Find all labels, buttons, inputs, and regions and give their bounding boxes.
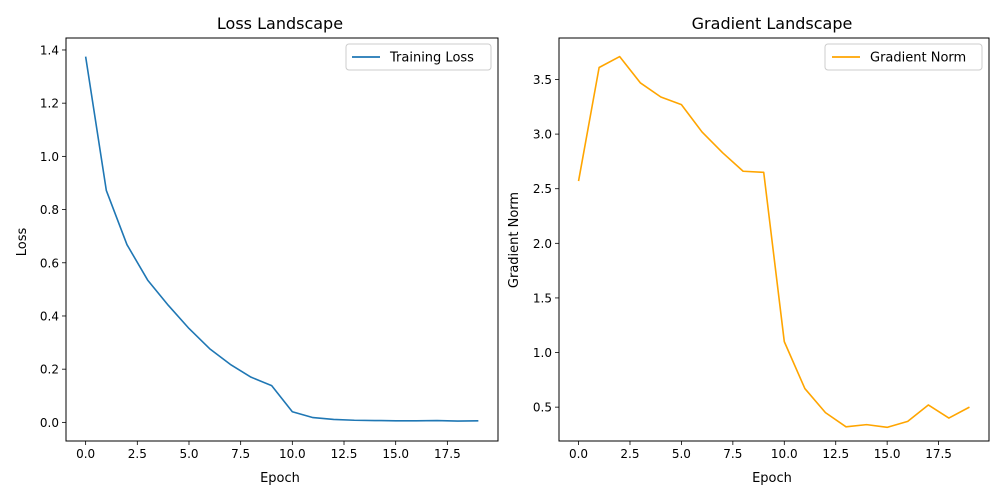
loss-y-tick-label: 0.0 bbox=[40, 416, 59, 430]
gradient-legend: Gradient Norm bbox=[824, 43, 983, 71]
loss-y-tick-label: 0.8 bbox=[40, 203, 59, 217]
loss-x-axis-label: Epoch bbox=[260, 471, 300, 486]
gradient-y-tick-label: 1.0 bbox=[533, 346, 552, 360]
loss-ticks: 0.0 2.5 5.0 7.5 10.0 12.5 15.0 17.5 0.0 0.2 0.4 0.6… bbox=[40, 43, 461, 461]
gradient-y-tick-label: 3.5 bbox=[533, 73, 552, 87]
loss-x-tick-label: 10.0 bbox=[279, 447, 306, 461]
loss-x-tick-label: 2.5 bbox=[128, 447, 147, 461]
gradient-y-tick-label: 1.5 bbox=[533, 291, 552, 305]
gradient-x-tick-label: 0.0 bbox=[569, 447, 588, 461]
loss-y-tick-label: 0.4 bbox=[40, 309, 59, 323]
gradient-series-line bbox=[577, 55, 970, 429]
loss-y-tick-label: 1.2 bbox=[40, 97, 59, 111]
gradient-ticks: 0.0 2.5 5.0 7.5 10.0 12.5 15.0 17.5 0.5 1.0 1.5 2.0… bbox=[533, 73, 952, 461]
loss-x-tick-label: 7.5 bbox=[231, 447, 250, 461]
loss-series-line bbox=[84, 56, 479, 422]
gradient-y-tick-label: 2.5 bbox=[533, 182, 552, 196]
gradient-x-tick-label: 12.5 bbox=[822, 447, 849, 461]
loss-legend-box bbox=[345, 43, 492, 71]
gradient-y-axis-label: Gradient Norm bbox=[507, 192, 522, 288]
loss-x-tick-label: 15.0 bbox=[382, 447, 409, 461]
gradient-chart-title: Gradient Landscape bbox=[692, 14, 853, 33]
loss-y-tick-label: 0.6 bbox=[40, 256, 59, 270]
loss-x-tick-label: 5.0 bbox=[179, 447, 198, 461]
loss-chart-title: Loss Landscape bbox=[217, 14, 343, 33]
gradient-x-axis-label: Epoch bbox=[752, 471, 792, 486]
gradient-legend-box bbox=[824, 43, 983, 71]
gradient-x-tick-label: 10.0 bbox=[771, 447, 798, 461]
gradient-plot-area bbox=[577, 55, 970, 429]
loss-y-tick-label: 0.2 bbox=[40, 363, 59, 377]
gradient-axes-frame bbox=[558, 37, 990, 442]
loss-x-tick-label: 0.0 bbox=[76, 447, 95, 461]
loss-x-tick-label: 17.5 bbox=[434, 447, 461, 461]
gradient-y-tick-label: 0.5 bbox=[533, 401, 552, 415]
gradient-x-tick-label: 2.5 bbox=[620, 447, 639, 461]
loss-y-tick-label: 1.4 bbox=[40, 43, 59, 57]
loss-plot-area bbox=[84, 56, 479, 422]
loss-y-tick-label: 1.0 bbox=[40, 150, 59, 164]
gradient-x-tick-label: 17.5 bbox=[925, 447, 952, 461]
gradient-x-tick-label: 5.0 bbox=[672, 447, 691, 461]
loss-legend: Training Loss bbox=[345, 43, 492, 71]
gradient-x-tick-label: 7.5 bbox=[723, 447, 742, 461]
loss-y-axis-label: Loss bbox=[15, 228, 30, 257]
gradient-chart: Gradient Landscape Epoch Gradient Norm 0… bbox=[507, 14, 990, 486]
loss-chart: Loss Landscape Epoch Loss 0.0 2.5 5.0 7.5 10… bbox=[15, 14, 499, 486]
gradient-legend-label: Gradient Norm bbox=[870, 51, 966, 66]
gradient-x-tick-label: 15.0 bbox=[874, 447, 901, 461]
gradient-y-tick-label: 2.0 bbox=[533, 237, 552, 251]
loss-legend-label: Training Loss bbox=[389, 51, 474, 66]
gradient-y-tick-label: 3.0 bbox=[533, 128, 552, 142]
loss-x-tick-label: 12.5 bbox=[331, 447, 358, 461]
loss-axes-frame bbox=[65, 37, 499, 442]
